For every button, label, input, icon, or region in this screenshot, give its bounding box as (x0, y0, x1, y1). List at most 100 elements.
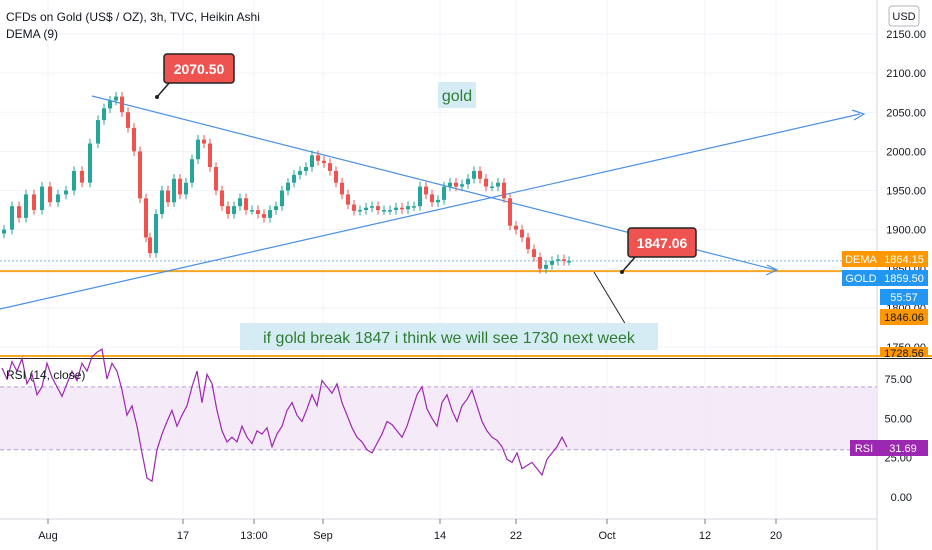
candle-body (274, 206, 278, 211)
time-tick-label: Sep (313, 530, 333, 542)
candle-body (310, 155, 314, 168)
candle-body (102, 108, 106, 121)
candle-body (226, 206, 230, 214)
candle-body (544, 264, 548, 269)
candle-body (17, 206, 21, 218)
candle-body (526, 237, 530, 250)
candle-body (80, 170, 84, 183)
candle-body (364, 207, 368, 211)
gold-note[interactable]: gold (438, 82, 476, 108)
candle-body (262, 213, 266, 218)
candle-body (232, 206, 236, 214)
svg-text:1864.15: 1864.15 (884, 254, 924, 266)
candle-body (418, 186, 422, 207)
candle-body (567, 260, 571, 263)
rsi-legend[interactable]: RSI (14, close) (6, 368, 85, 382)
candle-body (376, 206, 380, 211)
candle-body (56, 194, 60, 203)
svg-text:GOLD: GOLD (845, 273, 876, 285)
candle-body (178, 178, 182, 195)
candle-body (114, 96, 118, 101)
candle-body (256, 210, 260, 214)
candle-body (562, 259, 566, 261)
callout-high-text: 2070.50 (174, 61, 225, 77)
time-tick-label: 14 (434, 530, 446, 542)
candle-body (316, 155, 320, 161)
candle-body (424, 186, 428, 195)
candle-body (370, 206, 374, 208)
candle-body (322, 160, 326, 164)
callout-current[interactable]: 1847.06 (620, 227, 697, 274)
candle-body (448, 182, 452, 187)
candle-body (32, 194, 36, 211)
rsi-tick-label: 75.00 (884, 374, 912, 386)
dema-badge: DEMA 1864.15 (842, 251, 928, 267)
candle-body (2, 229, 6, 234)
level-badge: 1846.06 (880, 309, 928, 325)
time-axis[interactable]: Aug 17 13:00 Sep 14 22 Oct 12 20 (38, 519, 782, 542)
candlestick-series (2, 91, 571, 274)
candle-body (88, 143, 92, 183)
svg-text:DEMA: DEMA (845, 254, 877, 266)
ascending-trendline[interactable] (0, 113, 861, 310)
candle-body (138, 151, 142, 199)
candle-body (538, 257, 542, 269)
price-axis[interactable]: 2150.00 2100.00 2050.00 2000.00 1950.00 1900.… (886, 29, 926, 354)
candle-body (148, 237, 152, 254)
descending-arrowhead (765, 264, 779, 276)
candle-body (40, 186, 44, 211)
symbol-title[interactable]: CFDs on Gold (US$ / OZ), 3h, TVC, Heikin… (6, 10, 260, 24)
candle-body (346, 194, 350, 205)
candle-body (244, 198, 248, 211)
dema-legend[interactable]: DEMA (9) (6, 27, 58, 41)
candle-body (436, 199, 440, 203)
cut-badge: 1728.56 (880, 347, 928, 360)
candle-body (478, 170, 482, 179)
candle-body (508, 198, 512, 226)
candle-body (328, 163, 332, 171)
candle-body (334, 170, 338, 183)
candle-body (24, 194, 28, 218)
candle-body (132, 127, 136, 152)
rsi-line[interactable] (1, 348, 568, 483)
svg-text:31.69: 31.69 (889, 443, 917, 455)
candle-body (460, 184, 464, 187)
currency-button[interactable]: USD (888, 5, 920, 27)
bar-countdown: 55:57 (890, 292, 918, 304)
candle-body (502, 182, 506, 199)
gold-price-badge: GOLD 1859.50 55:57 (842, 270, 928, 305)
price-tick-label: 2150.00 (886, 29, 926, 41)
candle-body (72, 170, 76, 191)
candle-body (466, 178, 470, 185)
rsi-tick-label: 50.00 (884, 413, 912, 425)
candle-body (220, 190, 224, 207)
price-tick-label: 2000.00 (886, 146, 926, 158)
gold-note-text: gold (442, 88, 472, 105)
rsi-badge: RSI 31.69 (850, 440, 928, 456)
candle-body (532, 249, 536, 258)
candle-body (514, 225, 518, 230)
candle-body (108, 100, 112, 109)
candle-body (126, 112, 130, 128)
forecast-note[interactable]: if gold break 1847 i think we will see 1… (240, 323, 658, 350)
candle-body (352, 204, 356, 211)
candle-body (10, 206, 14, 230)
candle-body (154, 213, 158, 254)
candle-body (48, 186, 52, 203)
candle-body (196, 139, 200, 160)
candle-body (406, 206, 410, 210)
candle-body (472, 170, 476, 179)
time-tick-label: 17 (177, 530, 189, 542)
candle-body (304, 167, 308, 171)
time-tick-label: 22 (510, 530, 522, 542)
candle-body (292, 174, 296, 183)
callout-high[interactable]: 2070.50 (155, 53, 235, 99)
candle-body (202, 139, 206, 144)
price-tick-label: 1900.00 (886, 225, 926, 237)
candle-body (160, 190, 164, 214)
price-tick-label: 1950.00 (886, 186, 926, 198)
time-tick-label: Oct (598, 530, 615, 542)
candle-body (340, 182, 344, 195)
